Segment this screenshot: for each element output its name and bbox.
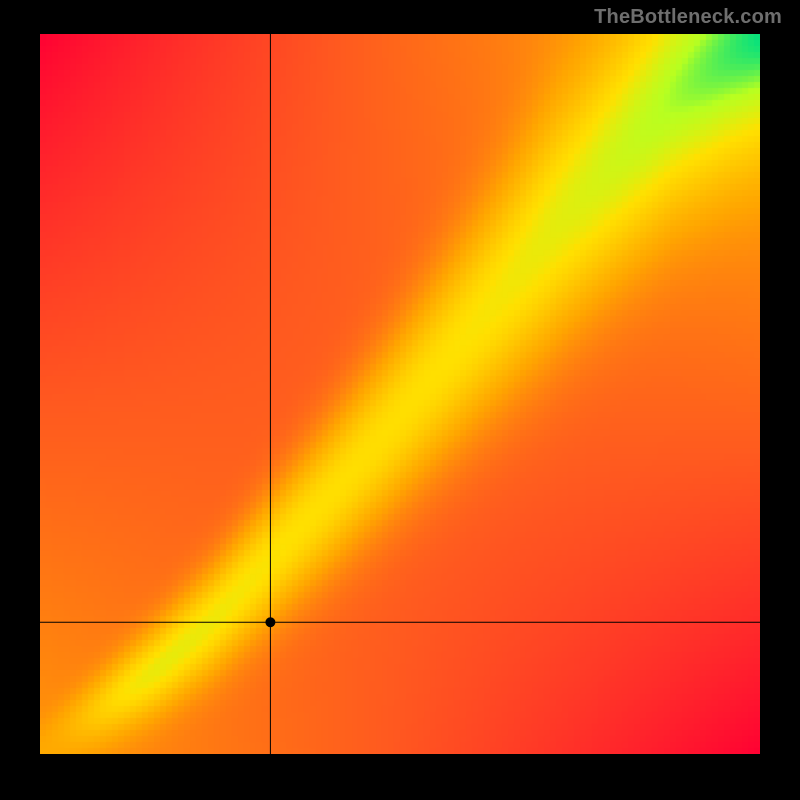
watermark-text: TheBottleneck.com (594, 6, 782, 29)
bottleneck-heatmap (40, 34, 760, 754)
